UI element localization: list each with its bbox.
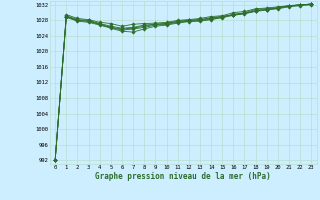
X-axis label: Graphe pression niveau de la mer (hPa): Graphe pression niveau de la mer (hPa) — [95, 172, 271, 181]
